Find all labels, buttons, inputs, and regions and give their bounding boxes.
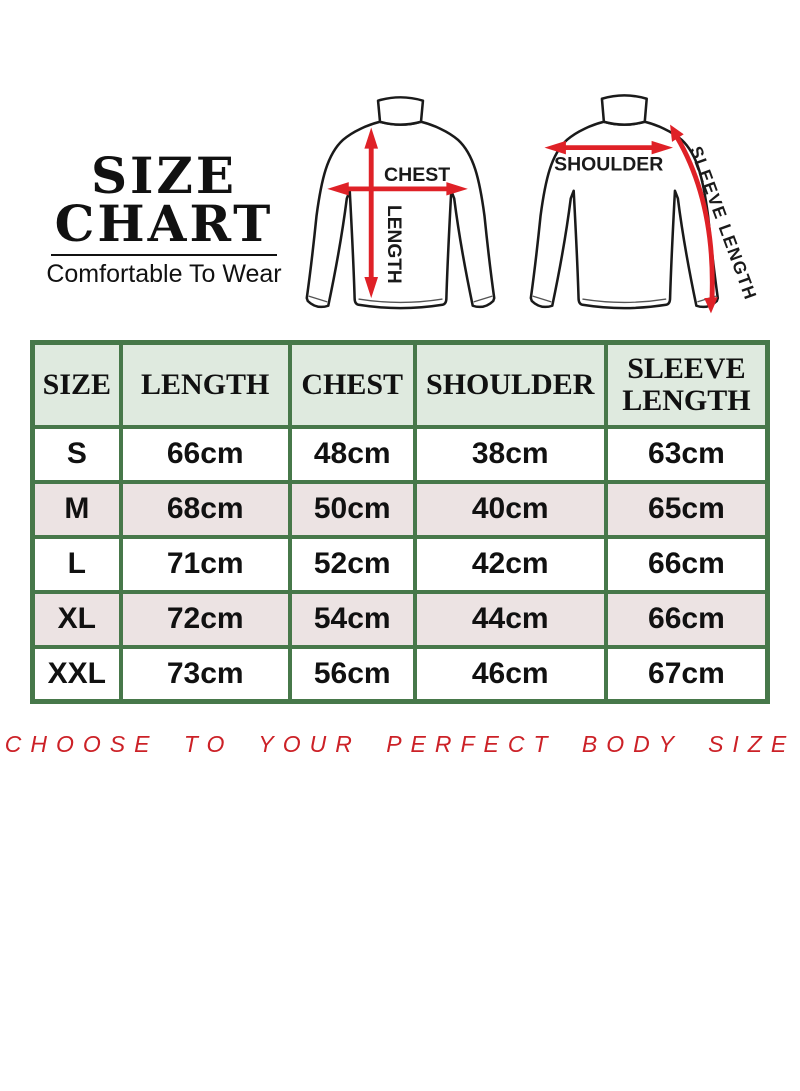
title-subtitle: Comfortable To Wear (46, 260, 282, 288)
sweater-front-hem-seam (358, 298, 443, 304)
sweater-back-collar (600, 94, 648, 126)
shoulder-arrowhead-right (651, 140, 673, 155)
chest-cell: 54cm (287, 589, 417, 649)
title-block: SIZE CHART Comfortable To Wear (40, 146, 288, 289)
chest-cell: 56cm (287, 644, 417, 704)
sweater-front-body (305, 120, 496, 310)
chest-arrowhead-right (446, 182, 468, 196)
sweater-front-collar (376, 96, 425, 126)
size-cell: S (30, 424, 123, 484)
shoulder-cell: 44cm (412, 589, 608, 649)
title-underline (51, 254, 277, 256)
size-cell: M (30, 479, 123, 539)
size-cell: L (30, 534, 123, 594)
sweater-front-cuff-seams (308, 295, 493, 303)
chest-arrowhead-left (327, 182, 349, 196)
sweater-back-hem-seam (582, 298, 667, 304)
shoulder-measure-label: SHOULDER (554, 155, 663, 176)
header-row: SIZE LENGTH CHEST SHOULDER SLEEVE LENGTH (30, 340, 770, 429)
shoulder-cell: 42cm (412, 534, 608, 594)
table-row-m: M 68cm 50cm 40cm 65cm (30, 479, 770, 539)
sleeve-length-cell: 67cm (603, 644, 770, 704)
size-table: SIZE LENGTH CHEST SHOULDER SLEEVE LENGTH… (30, 340, 770, 704)
chest-cell: 50cm (287, 479, 417, 539)
size-table-body: S 66cm 48cm 38cm 63cm M 68cm 50cm 40cm 6… (30, 424, 770, 704)
chest-cell: 48cm (287, 424, 417, 484)
sleeve-length-cell: 66cm (603, 534, 770, 594)
table-row-xl: XL 72cm 54cm 44cm 66cm (30, 589, 770, 649)
col-header-shoulder: SHOULDER (412, 340, 608, 429)
length-cell: 66cm (118, 424, 292, 484)
sweater-front-diagram: CHEST LENGTH (298, 93, 503, 323)
size-table-header: SIZE LENGTH CHEST SHOULDER SLEEVE LENGTH (30, 340, 770, 429)
sleeve-length-cell: 65cm (603, 479, 770, 539)
chest-measure-label: CHEST (384, 164, 450, 186)
page-title-line1: SIZE (90, 146, 238, 205)
table-row-l: L 71cm 52cm 42cm 66cm (30, 534, 770, 594)
length-cell: 73cm (118, 644, 292, 704)
table-row-s: S 66cm 48cm 38cm 63cm (30, 424, 770, 484)
shoulder-arrowhead-left (544, 140, 566, 155)
shoulder-cell: 38cm (412, 424, 608, 484)
sweater-front-illustration: CHEST LENGTH (305, 96, 496, 310)
shoulder-cell: 46cm (412, 644, 608, 704)
col-header-size: SIZE (30, 340, 123, 429)
length-cell: 71cm (118, 534, 292, 594)
chest-cell: 52cm (287, 534, 417, 594)
size-cell: XXL (30, 644, 123, 704)
length-arrowhead-bottom (364, 277, 379, 299)
sweater-back-diagram: SHOULDER SLEEVE LENGTH (525, 93, 761, 323)
col-header-chest: CHEST (287, 340, 417, 429)
sleeve-length-arrow (674, 135, 715, 301)
shoulder-cell: 40cm (412, 479, 608, 539)
size-cell: XL (30, 589, 123, 649)
table-row-xxl: XXL 73cm 56cm 46cm 67cm (30, 644, 770, 704)
page-title-line2: CHART (54, 194, 274, 253)
sleeve-length-cell: 66cm (603, 589, 770, 649)
sleeve-length-arrowhead-bottom (704, 297, 718, 314)
length-cell: 72cm (118, 589, 292, 649)
length-measure-label: LENGTH (383, 205, 405, 284)
slogan-text: CHOOSE TO YOUR PERFECT BODY SIZE (4, 731, 796, 757)
sleeve-length-cell: 63cm (603, 424, 770, 484)
sleeve-length-arrowhead-top (670, 124, 684, 142)
sweater-back-illustration: SHOULDER SLEEVE LENGTH (529, 94, 761, 314)
col-header-length: LENGTH (118, 340, 292, 429)
length-arrowhead-top (364, 127, 379, 149)
length-cell: 68cm (118, 479, 292, 539)
col-header-sleeve-length: SLEEVE LENGTH (603, 340, 770, 429)
